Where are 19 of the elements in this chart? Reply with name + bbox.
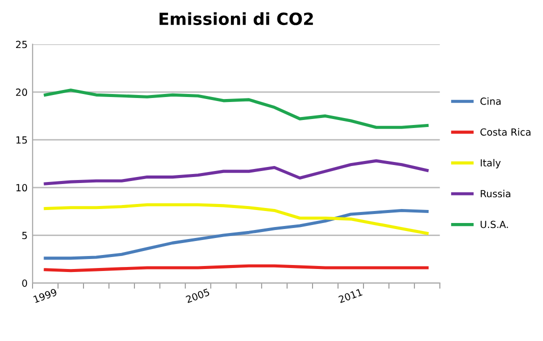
y-tick-label: 0: [22, 280, 28, 287]
line-series: [44, 208, 429, 260]
y-tick-label: 20: [16, 88, 28, 96]
x-tick-label: 1999: [33, 288, 58, 304]
y-tick-label: 5: [22, 232, 27, 240]
legend-label: Italy: [480, 158, 501, 168]
x-tick-label: 2005: [186, 288, 210, 304]
y-tick-label: 25: [16, 40, 27, 48]
line-series: [44, 203, 429, 235]
line-series: [44, 88, 429, 129]
x-tick-label: 2011: [338, 288, 362, 304]
legend-label: Costa Rica: [480, 128, 530, 136]
chart-title: Emissioni di CO2: [160, 12, 313, 26]
legend-label: Cina: [480, 97, 501, 105]
line-series: [44, 159, 429, 186]
legend-label: U.S.A.: [480, 220, 508, 228]
y-tick-label: 15: [16, 136, 27, 144]
legend-label: Russia: [480, 190, 510, 198]
y-tick-label: 10: [16, 184, 28, 192]
